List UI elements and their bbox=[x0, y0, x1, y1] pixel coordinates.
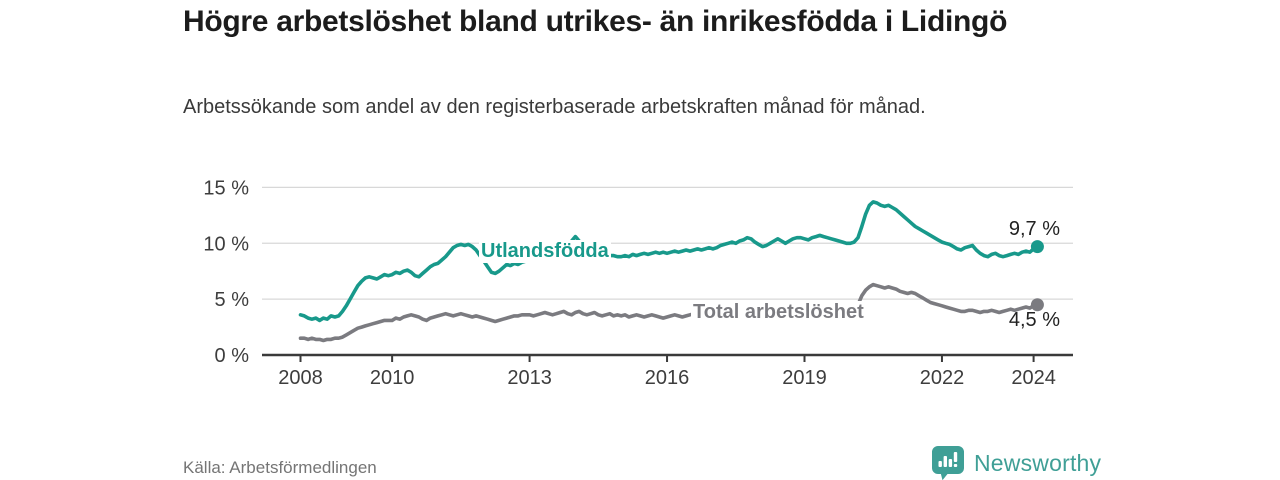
x-axis-tick-label: 2024 bbox=[1011, 367, 1056, 389]
end-dot-utlandsfodda bbox=[1030, 240, 1044, 254]
newsworthy-wordmark: Newsworthy bbox=[974, 449, 1102, 476]
y-axis-tick-label: 10 % bbox=[203, 233, 249, 255]
end-value-total: 4,5 % bbox=[1008, 309, 1060, 331]
newsworthy-logo: Newsworthy bbox=[931, 445, 1101, 480]
newsworthy-pin-icon bbox=[932, 446, 964, 480]
x-axis-tick-label: 2019 bbox=[782, 367, 827, 389]
x-axis-tick-label: 2022 bbox=[920, 367, 965, 389]
y-axis-tick-label: 5 % bbox=[215, 289, 250, 311]
x-axis-tick-label: 2010 bbox=[370, 367, 415, 389]
page-title: Högre arbetslöshet bland utrikes- än inr… bbox=[183, 5, 1008, 38]
end-dot-total bbox=[1030, 298, 1044, 312]
x-axis-tick-label: 2016 bbox=[645, 367, 690, 389]
series-label-total-arbetsloshet: Total arbetslöshet bbox=[691, 301, 866, 324]
series-line-utlandsfodda bbox=[298, 200, 1040, 323]
series-label-utlandsfodda: Utlandsfödda bbox=[479, 240, 611, 263]
y-axis-tick-label: 0 % bbox=[215, 345, 250, 367]
source-note: Källa: Arbetsförmedlingen bbox=[183, 458, 377, 477]
x-axis-tick-label: 2013 bbox=[507, 367, 552, 389]
x-axis-tick-label: 2008 bbox=[278, 367, 323, 389]
y-axis-tick-label: 15 % bbox=[203, 177, 249, 199]
end-value-utlandsfodda: 9,7 % bbox=[1008, 218, 1060, 240]
chart-subtitle: Arbetssökande som andel av den registerb… bbox=[183, 96, 926, 118]
series-line-total bbox=[298, 282, 1040, 343]
